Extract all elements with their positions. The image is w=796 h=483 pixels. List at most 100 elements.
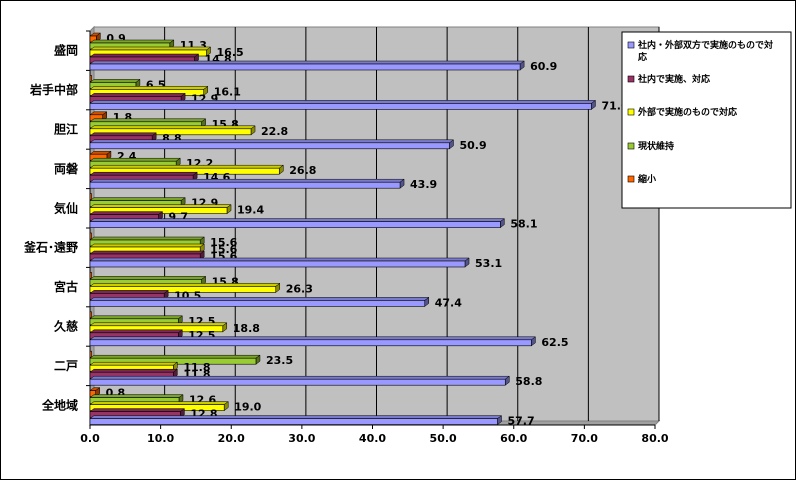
legend-swatch — [627, 75, 635, 83]
legend-label: 現状維持 — [638, 140, 674, 152]
bar-top — [89, 46, 212, 51]
legend-label: 社内・外部双方で実施のもので対応 — [637, 39, 773, 63]
x-tick-label: 40.0 — [359, 432, 386, 445]
x-tick-label: 50.0 — [430, 432, 457, 445]
bar-top — [89, 53, 200, 58]
x-tick-label: 20.0 — [218, 432, 245, 445]
bar-top — [89, 93, 186, 97]
bar-top — [89, 257, 470, 262]
bar-top — [89, 178, 405, 183]
bar-top — [89, 39, 175, 44]
category-label: 気仙 — [54, 200, 78, 215]
x-tick-label: 80.0 — [641, 432, 668, 445]
x-tick-label: 10.0 — [147, 432, 174, 445]
bar-top — [89, 336, 537, 341]
bar — [89, 128, 252, 136]
bar — [89, 378, 506, 386]
category-label: 釜石･遠野 — [23, 240, 78, 255]
x-tick-label: 60.0 — [500, 432, 527, 445]
category-label: 岩手中部 — [29, 82, 78, 97]
bar — [89, 193, 92, 200]
data-label: 15.6 — [210, 236, 237, 249]
bar — [89, 221, 501, 228]
bar-top — [89, 197, 186, 201]
bar — [89, 300, 426, 307]
data-label: 16.1 — [214, 85, 241, 98]
legend-swatch — [627, 142, 635, 150]
legend-swatch — [627, 175, 635, 183]
data-label: 58.8 — [515, 375, 542, 388]
bar-top — [89, 236, 205, 241]
legend-swatch — [627, 108, 635, 116]
bar-top — [89, 361, 179, 366]
plot-area: 0.0 10.0 20.0 30.0 40.0 50.0 60.0 70.0 80.0盛岡0.9… — [23, 25, 669, 445]
bar-top — [89, 276, 207, 280]
bar-top — [89, 354, 261, 359]
category-label: 宮古 — [54, 279, 78, 294]
category-label: 二戸 — [54, 359, 78, 373]
bar-top — [89, 394, 184, 398]
bar-top — [89, 329, 184, 334]
bar — [89, 181, 401, 189]
bar-top — [89, 283, 281, 287]
bar-top — [89, 250, 205, 255]
bar — [89, 260, 466, 268]
bar-top — [89, 315, 184, 320]
legend-box — [621, 31, 792, 209]
legend-swatch — [627, 41, 635, 49]
bar-top — [89, 415, 503, 419]
bar-top — [89, 368, 179, 373]
bar-top — [89, 297, 430, 301]
bar-top — [89, 375, 511, 380]
data-label: 50.9 — [459, 139, 486, 152]
bar-top — [89, 139, 455, 144]
data-label: 23.5 — [266, 354, 293, 367]
bar-top — [89, 164, 285, 169]
bar-top — [89, 79, 141, 83]
bar — [89, 63, 521, 71]
bar-top — [89, 118, 207, 123]
data-label: 19.4 — [237, 204, 264, 217]
data-label: 18.8 — [233, 322, 260, 335]
data-label: 11.8 — [183, 361, 210, 374]
bar-top — [89, 211, 164, 215]
x-tick-label: 0.0 — [80, 432, 100, 445]
data-label: 62.5 — [541, 336, 568, 349]
data-label: 57.7 — [508, 415, 535, 428]
data-label: 60.9 — [530, 60, 557, 73]
category-label: 盛岡 — [54, 43, 78, 58]
bar-top — [89, 290, 169, 294]
bar-top — [89, 401, 229, 405]
bar-top — [89, 132, 157, 137]
data-label: 26.8 — [289, 164, 316, 177]
category-label: 全地域 — [41, 397, 78, 412]
bar-top — [89, 157, 181, 162]
bar — [89, 142, 450, 150]
data-label: 58.1 — [510, 218, 537, 231]
bar — [89, 311, 92, 319]
x-tick-label: 70.0 — [571, 432, 598, 445]
bar — [89, 350, 92, 358]
bar-top — [89, 60, 525, 65]
bar — [89, 286, 277, 293]
data-label: 19.0 — [234, 401, 261, 414]
category-label: 久慈 — [54, 319, 78, 334]
bar — [89, 418, 498, 425]
bar-top — [89, 86, 209, 90]
data-label: 26.3 — [286, 282, 313, 295]
category-label: 両磐 — [54, 161, 79, 176]
bar — [89, 339, 532, 347]
data-label: 47.4 — [435, 296, 462, 309]
bar — [89, 272, 92, 279]
bar-top — [89, 322, 228, 327]
bar — [89, 103, 592, 110]
bar — [89, 75, 92, 82]
bar-top — [89, 204, 232, 208]
bar-top — [89, 100, 597, 104]
bar-top — [89, 218, 506, 222]
data-label: 22.8 — [261, 125, 288, 138]
data-label: 15.6 — [210, 243, 237, 256]
legend: 社内・外部双方で実施のもので対応社内で実施、対応外部で実施のもので対応現状維持縮… — [621, 31, 792, 209]
